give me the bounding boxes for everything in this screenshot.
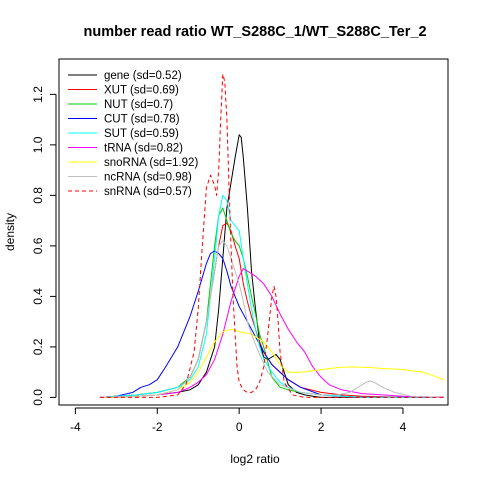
- legend-label: tRNA (sd=0.82): [104, 143, 183, 155]
- legend-item: ncRNA (sd=0.98): [68, 172, 192, 184]
- legend-item: gene (sd=0.52): [68, 70, 182, 82]
- legend-label: snRNA (sd=0.57): [104, 186, 192, 198]
- legend-label: NUT (sd=0.7): [104, 99, 173, 111]
- x-tick-label: 4: [400, 420, 407, 434]
- legend-label: XUT (sd=0.69): [104, 85, 179, 97]
- x-tick-label: 0: [236, 420, 243, 434]
- x-tick-label: -4: [70, 420, 81, 434]
- y-axis: 0.0 0.2 0.4 0.6 0.8 1.0 1.2: [31, 86, 57, 406]
- series-line-6: [99, 328, 445, 398]
- plot-frame: [58, 58, 449, 406]
- y-tick-label: 1.0: [31, 136, 45, 153]
- y-tick-label: 1.2: [31, 86, 45, 103]
- legend-item: CUT (sd=0.78): [68, 114, 180, 126]
- plot-area: [99, 73, 445, 398]
- y-tick-label: 0.2: [31, 338, 45, 355]
- y-tick-label: 0.8: [31, 187, 45, 204]
- series-line-5: [99, 268, 444, 398]
- legend-label: snoRNA (sd=1.92): [104, 157, 198, 169]
- series-line-1: [99, 222, 444, 398]
- y-tick-label: 0.0: [31, 389, 45, 406]
- legend-label: gene (sd=0.52): [104, 70, 182, 82]
- x-tick-label: -2: [152, 420, 163, 434]
- y-axis-label: density: [3, 213, 17, 251]
- legend-item: tRNA (sd=0.82): [68, 143, 183, 155]
- legend-label: CUT (sd=0.78): [104, 114, 180, 126]
- legend-item: SUT (sd=0.59): [68, 128, 179, 140]
- legend: gene (sd=0.52) XUT (sd=0.69) NUT (sd=0.7) C…: [68, 70, 198, 198]
- legend-item: NUT (sd=0.7): [68, 99, 173, 111]
- series-line-7: [99, 240, 444, 398]
- legend-item: snRNA (sd=0.57): [68, 186, 192, 198]
- series-line-8: [99, 73, 444, 398]
- y-tick-label: 0.6: [31, 237, 45, 254]
- x-axis-label: log2 ratio: [230, 452, 280, 466]
- x-tick-label: 2: [318, 420, 325, 434]
- legend-label: ncRNA (sd=0.98): [104, 172, 192, 184]
- series-line-3: [99, 250, 444, 398]
- y-tick-label: 0.4: [31, 288, 45, 305]
- chart-title: number read ratio WT_S288C_1/WT_S288C_Te…: [83, 24, 426, 40]
- series-line-0: [99, 134, 444, 398]
- legend-item: snoRNA (sd=1.92): [68, 157, 198, 169]
- legend-label: SUT (sd=0.59): [104, 128, 179, 140]
- x-axis: -4 -2 0 2 4: [70, 407, 407, 434]
- legend-item: XUT (sd=0.69): [68, 85, 179, 97]
